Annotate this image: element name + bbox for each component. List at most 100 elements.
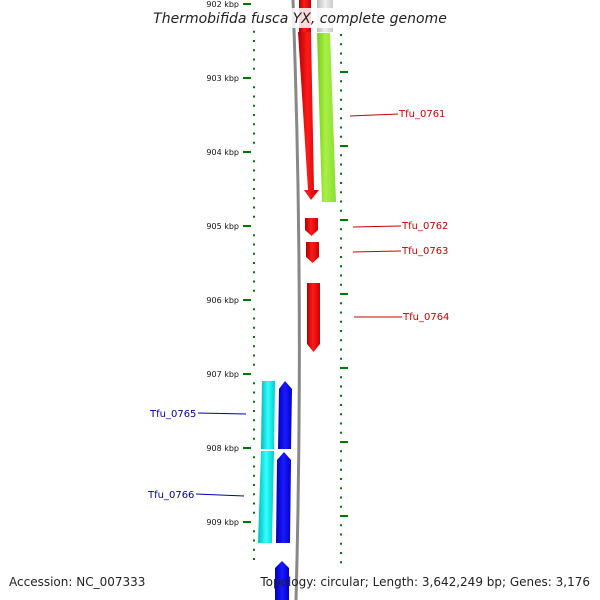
minor-tick — [253, 160, 255, 163]
leader-tfu-0765 — [197, 412, 247, 415]
outer-minor-tick — [340, 496, 342, 499]
minor-tick — [253, 289, 255, 292]
major-tick — [243, 447, 251, 449]
outer-minor-tick — [340, 163, 342, 166]
minor-tick — [253, 86, 255, 89]
major-tick — [243, 299, 251, 301]
minor-tick — [253, 234, 255, 237]
minor-tick — [253, 104, 255, 107]
gene-arrow-tfu-0762[interactable] — [305, 218, 318, 236]
feature-block-tfu-0766[interactable] — [258, 451, 274, 543]
minor-tick — [253, 271, 255, 274]
title-backdrop — [150, 8, 450, 28]
minor-tick — [253, 49, 255, 52]
outer-scale-ticks — [340, 34, 348, 564]
gene-arrow-tfu-0766[interactable] — [276, 452, 291, 543]
gene-labels: Tfu_0761 Tfu_0762 Tfu_0763 Tfu_0764 Tfu_… — [147, 109, 449, 501]
minor-tick — [253, 280, 255, 283]
leader-tfu-0763 — [352, 250, 402, 253]
minor-tick — [253, 40, 255, 42]
outer-minor-tick — [340, 357, 342, 360]
outer-minor-tick — [340, 413, 342, 416]
outer-minor-tick — [340, 330, 342, 332]
feature-block-tfu-0761[interactable] — [317, 33, 336, 202]
outer-minor-tick — [340, 191, 342, 194]
outer-minor-tick — [340, 394, 342, 397]
minor-tick — [253, 114, 255, 116]
minor-tick — [253, 493, 255, 496]
gene-arrow-tfu-0764[interactable] — [307, 283, 320, 352]
outer-minor-tick — [340, 43, 342, 46]
outer-minor-tick — [340, 348, 342, 351]
minor-tick — [253, 206, 255, 209]
minor-tick — [253, 262, 255, 264]
gene-label-tfu-0763[interactable]: Tfu_0763 — [401, 246, 448, 257]
outer-minor-tick — [340, 533, 342, 536]
gene-arrow-tfu-0763[interactable] — [306, 242, 319, 263]
outer-minor-tick — [340, 385, 342, 388]
outer-minor-tick — [340, 552, 342, 554]
minor-tick — [253, 123, 255, 126]
leader-tfu-0766 — [195, 493, 245, 497]
major-tick — [243, 151, 251, 153]
outer-minor-tick — [340, 487, 342, 490]
outer-minor-tick — [340, 117, 342, 120]
outer-minor-tick — [340, 478, 342, 480]
outer-minor-tick — [340, 265, 342, 268]
gene-label-tfu-0761[interactable]: Tfu_0761 — [398, 109, 445, 120]
outer-minor-tick — [340, 459, 342, 462]
outer-minor-tick — [340, 256, 342, 258]
minor-tick — [253, 419, 255, 422]
outer-minor-tick — [340, 283, 342, 286]
outer-major-tick — [340, 293, 348, 295]
scale-label: 904 kbp — [206, 148, 239, 157]
outer-minor-tick — [340, 524, 342, 527]
outer-major-tick — [340, 145, 348, 147]
outer-minor-tick — [340, 89, 342, 92]
outer-minor-tick — [340, 542, 342, 545]
scale-label: 907 kbp — [206, 370, 239, 379]
feature-block-tfu-0765[interactable] — [261, 381, 275, 449]
outer-minor-tick — [340, 339, 342, 342]
leader-tfu-0761 — [349, 113, 399, 117]
minor-tick — [253, 363, 255, 366]
major-tick — [243, 225, 251, 227]
minor-tick — [253, 132, 255, 135]
gene-label-tfu-0764[interactable]: Tfu_0764 — [402, 312, 449, 323]
minor-tick — [253, 215, 255, 218]
scale-label: 908 kbp — [206, 444, 239, 453]
scale-label: 902 kbp — [206, 0, 239, 9]
outer-minor-tick — [340, 80, 342, 83]
outer-minor-tick — [340, 246, 342, 249]
outer-major-tick — [340, 367, 348, 369]
outer-major-tick — [340, 71, 348, 73]
minor-tick — [253, 95, 255, 98]
minor-tick — [253, 382, 255, 385]
gene-arrow-tfu-0765[interactable] — [278, 381, 292, 449]
outer-minor-tick — [340, 154, 342, 157]
major-tick — [243, 373, 251, 375]
minor-tick — [253, 511, 255, 514]
reverse-strand-features — [258, 381, 292, 600]
gene-label-tfu-0766[interactable]: Tfu_0766 — [147, 490, 194, 501]
outer-minor-tick — [340, 135, 342, 138]
outer-minor-tick — [340, 52, 342, 55]
scale-label: 909 kbp — [206, 518, 239, 527]
outer-major-tick — [340, 441, 348, 443]
outer-major-tick — [340, 515, 348, 517]
outer-minor-tick — [340, 505, 342, 508]
outer-minor-tick — [340, 200, 342, 203]
outer-minor-tick — [340, 61, 342, 64]
gene-label-tfu-0765[interactable]: Tfu_0765 — [149, 409, 196, 420]
minor-tick — [253, 456, 255, 459]
gene-arrow-tfu-0761[interactable] — [298, 32, 319, 200]
gene-arrow-downstream[interactable] — [275, 561, 289, 600]
outer-minor-tick — [340, 320, 342, 323]
outer-major-tick — [340, 219, 348, 221]
leader-tfu-0762 — [352, 225, 402, 228]
gene-label-tfu-0762[interactable]: Tfu_0762 — [401, 221, 448, 232]
minor-tick — [253, 243, 255, 246]
minor-tick — [253, 437, 255, 440]
major-tick — [243, 3, 251, 5]
outer-minor-tick — [340, 561, 342, 564]
